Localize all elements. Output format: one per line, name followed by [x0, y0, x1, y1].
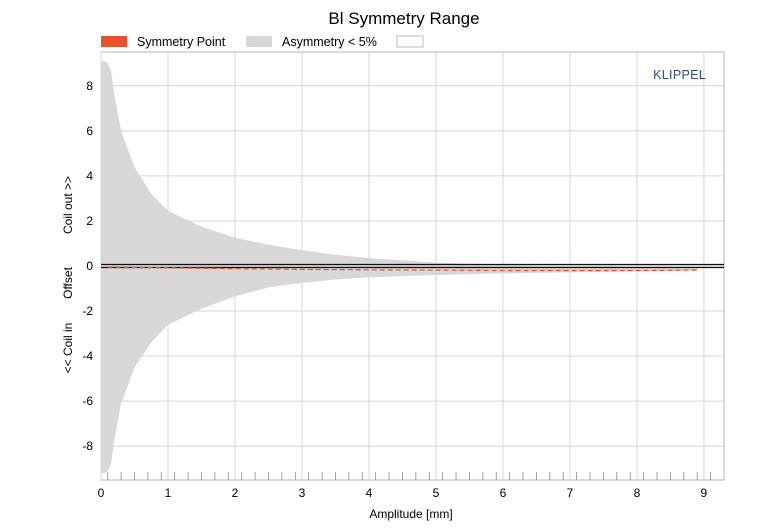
minor-ticks [107, 472, 712, 480]
x-tick-label: 6 [500, 486, 507, 500]
y-tick-label: 8 [86, 79, 93, 93]
legend-swatch [396, 35, 424, 48]
y-tick-label: 4 [86, 169, 93, 183]
y-tick-label: 2 [86, 214, 93, 228]
y-tick-label: -6 [82, 394, 93, 408]
y-tick-label: -2 [82, 304, 93, 318]
x-tick-label: 1 [165, 486, 172, 500]
legend-swatch [101, 36, 127, 47]
chart-title: Bl Symmetry Range [328, 9, 479, 28]
x-tick-labels: 0 1 2 3 4 5 6 7 8 9 [98, 486, 708, 500]
x-axis-label: Amplitude [mm] [369, 507, 452, 521]
series-layer [101, 61, 724, 474]
legend-swatch [246, 36, 272, 47]
y-axis-label: << Coil in Offset Coil out >> [61, 176, 75, 373]
klippel-watermark: KLIPPEL [653, 68, 706, 82]
y-axis-label-coil-in: << Coil in [61, 323, 75, 374]
x-tick-label: 8 [634, 486, 641, 500]
legend-label: Asymmetry < 5% [282, 35, 377, 49]
x-tick-label: 7 [567, 486, 574, 500]
legend-label: Symmetry Point [137, 35, 226, 49]
plot-area [100, 51, 725, 481]
x-tick-label: 3 [299, 486, 306, 500]
x-tick-label: 9 [701, 486, 708, 500]
legend: Symmetry Point Asymmetry < 5% [101, 35, 424, 49]
y-axis-label-coil-out: Coil out >> [61, 176, 75, 234]
y-axis-label-offset: Offset [61, 266, 75, 298]
x-tick-label: 5 [433, 486, 440, 500]
y-tick-labels: 8 6 4 2 0 -2 -4 -6 -8 [82, 79, 93, 453]
y-tick-label: -8 [82, 439, 93, 453]
x-tick-label: 0 [98, 486, 105, 500]
y-tick-label: -4 [82, 349, 93, 363]
y-tick-label: 6 [86, 124, 93, 138]
x-tick-label: 2 [232, 486, 239, 500]
x-tick-label: 4 [366, 486, 373, 500]
y-tick-label: 0 [86, 259, 93, 273]
